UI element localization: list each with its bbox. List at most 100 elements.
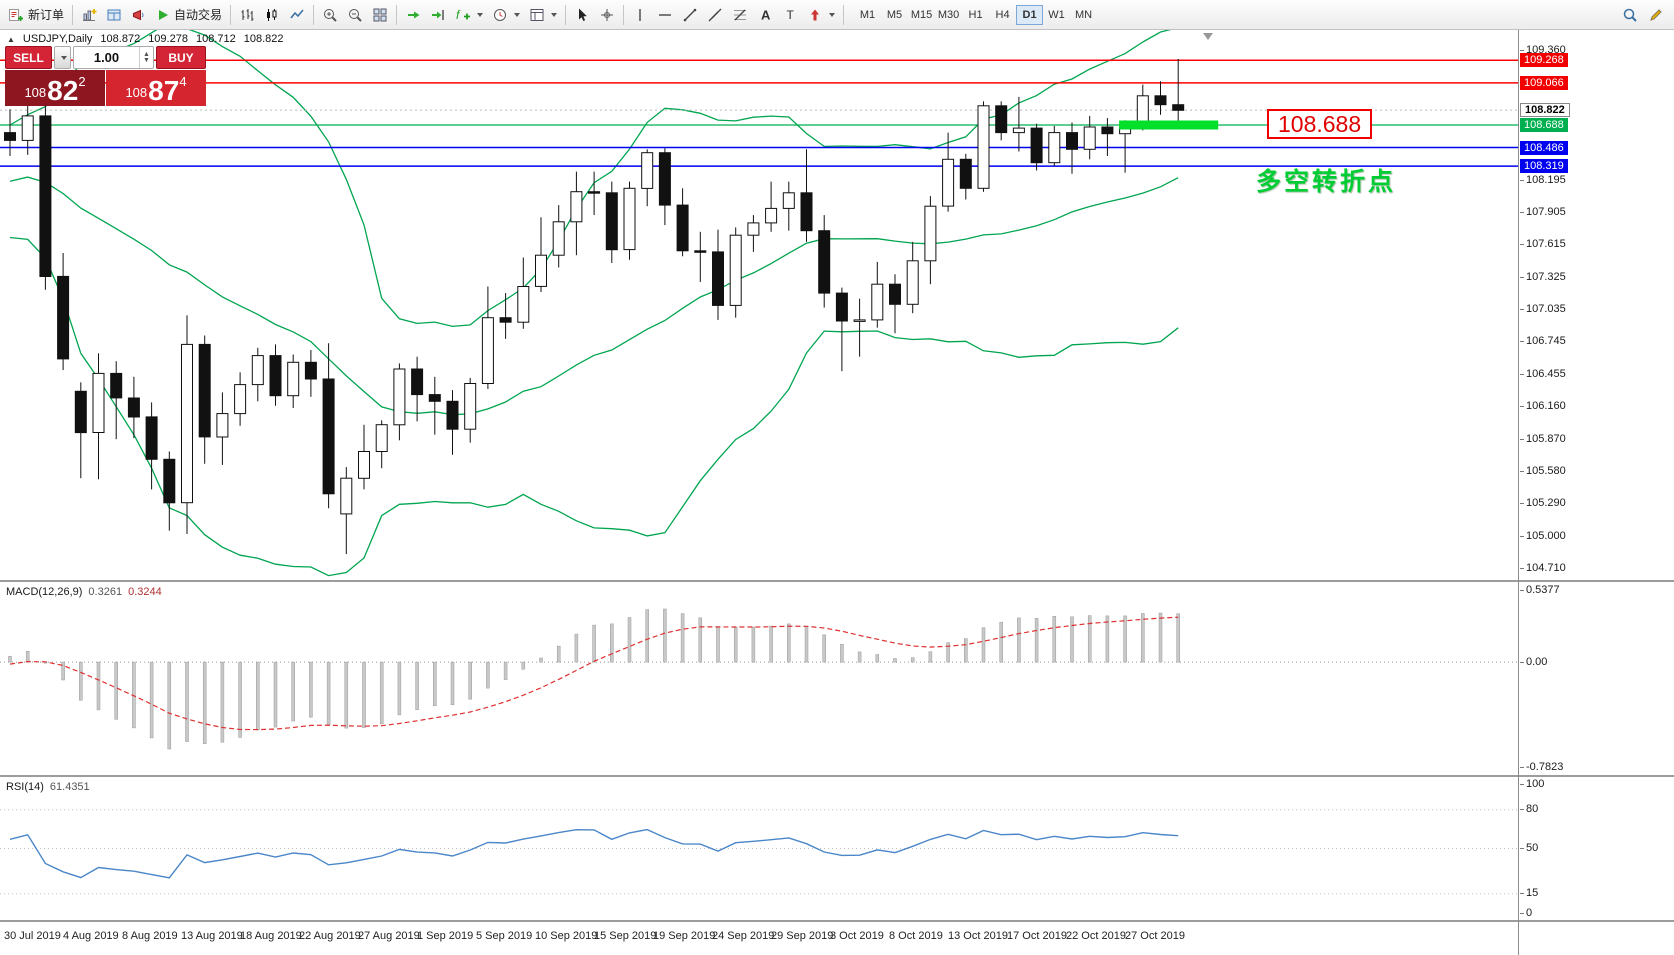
timeframe-mn[interactable]: MN xyxy=(1070,5,1097,25)
timeframe-m15[interactable]: M15 xyxy=(908,5,935,25)
date-label: 22 Aug 2019 xyxy=(299,930,361,942)
spinner-down-icon[interactable]: ▼ xyxy=(143,56,150,64)
caret-down-icon xyxy=(514,12,521,17)
trade-options-dropdown[interactable] xyxy=(54,46,71,69)
auto-scroll-icon xyxy=(408,11,420,18)
date-label: 15 Sep 2019 xyxy=(594,930,657,942)
channel-button[interactable] xyxy=(703,3,727,27)
templates-button[interactable] xyxy=(525,3,561,27)
date-label: 1 Sep 2019 xyxy=(417,930,474,942)
candlestick-chart-button[interactable] xyxy=(260,3,284,27)
caret-down-icon xyxy=(60,55,67,60)
fibonacci-button[interactable] xyxy=(728,3,752,27)
horizontal-line-icon xyxy=(659,13,672,16)
svg-text:A: A xyxy=(761,7,771,22)
horizontal-line-button[interactable] xyxy=(653,3,677,27)
ohlc-bars-icon xyxy=(241,8,254,21)
timeframe-group: M1 M5 M15 M30 H1 H4 D1 W1 MN xyxy=(854,4,1097,25)
volume-value: 1.00 xyxy=(93,50,120,65)
timeframe-m30[interactable]: M30 xyxy=(935,5,962,25)
macd-panel[interactable] xyxy=(0,582,1518,775)
vertical-line-button[interactable] xyxy=(628,3,652,27)
label-button[interactable]: T xyxy=(778,3,802,27)
autotrading-button[interactable]: 自动交易 xyxy=(152,3,226,27)
zoom-out-button[interactable] xyxy=(343,3,367,27)
cursor-button[interactable] xyxy=(570,3,594,27)
price-tick: 107.905 xyxy=(1520,205,1566,218)
timeframe-w1[interactable]: W1 xyxy=(1043,5,1070,25)
auto-scroll-button[interactable] xyxy=(401,3,425,27)
chart-shift-button[interactable] xyxy=(426,3,450,27)
time-axis[interactable]: 30 Jul 2019 4 Aug 2019 8 Aug 2019 13 Aug 20… xyxy=(0,922,1518,955)
crosshair-icon xyxy=(601,8,614,21)
crosshair-button[interactable] xyxy=(595,3,619,27)
timeframe-m5[interactable]: M5 xyxy=(881,5,908,25)
text-icon: A xyxy=(761,7,771,22)
timeframe-d1[interactable]: D1 xyxy=(1016,4,1044,25)
price-tick: 108.195 xyxy=(1520,173,1566,186)
caret-down-icon xyxy=(477,12,484,17)
bid-price[interactable]: 108 82 2 xyxy=(5,70,105,106)
new-chart-button[interactable] xyxy=(77,3,101,27)
arrow-icon xyxy=(811,9,820,20)
text-button[interactable]: A xyxy=(753,3,777,27)
profiles-button[interactable] xyxy=(102,3,126,27)
bar-chart-button[interactable] xyxy=(235,3,259,27)
panel-separator xyxy=(0,920,1674,922)
sell-button[interactable]: SELL xyxy=(5,46,52,69)
price-level-label[interactable]: 108.688 xyxy=(1267,109,1373,139)
price-chart-canvas[interactable] xyxy=(0,30,1518,580)
rsi-scale[interactable]: 100 80 50 15 0 xyxy=(1519,777,1674,920)
line-chart-button[interactable] xyxy=(285,3,309,27)
profiles-icon xyxy=(107,9,121,20)
label-icon: T xyxy=(787,8,795,22)
toolbar-separator xyxy=(72,4,74,25)
rsi-tick: 100 xyxy=(1519,777,1545,790)
rsi-value: 61.4351 xyxy=(49,781,90,793)
macd-tick: 0.00 xyxy=(1519,655,1548,668)
macd-scale[interactable]: 0.5377 0.00 -0.7823 xyxy=(1519,582,1674,775)
volume-spinner[interactable]: ▲ ▼ xyxy=(139,47,153,68)
cursor-icon xyxy=(579,8,587,21)
panel-separator[interactable] xyxy=(0,775,1674,777)
macd-value-signal: 0.3244 xyxy=(128,586,162,598)
macd-label: MACD(12,26,9) 0.3261 0.3244 xyxy=(6,586,168,598)
chart-annotation[interactable]: 多空转折点 xyxy=(1256,168,1397,196)
edit-button[interactable] xyxy=(1644,3,1668,27)
timeframe-m1[interactable]: M1 xyxy=(854,5,881,25)
panel-separator[interactable] xyxy=(0,580,1674,582)
volume-input[interactable]: 1.00 ▲ ▼ xyxy=(73,46,154,69)
new-order-button[interactable]: 新订单 xyxy=(4,3,68,27)
toolbar-separator xyxy=(623,4,625,25)
toolbar-separator xyxy=(230,4,232,25)
date-label: 19 Sep 2019 xyxy=(653,930,716,942)
search-icon xyxy=(1623,8,1637,22)
arrows-button[interactable] xyxy=(803,3,839,27)
price-marker-109.268: 109.268 xyxy=(1520,53,1568,68)
zoom-in-button[interactable] xyxy=(318,3,342,27)
rsi-panel[interactable] xyxy=(0,777,1518,920)
price-scale[interactable]: 109.360 108.195 107.905 107.615 107.325 107.0… xyxy=(1519,30,1674,580)
periods-button[interactable] xyxy=(488,3,524,27)
buy-button[interactable]: BUY xyxy=(156,46,206,69)
market-watch-button[interactable] xyxy=(127,3,151,27)
scale-divider xyxy=(1518,30,1519,955)
ask-price[interactable]: 108 87 4 xyxy=(106,70,206,106)
indicators-button[interactable]: f xyxy=(451,3,487,27)
price-tick: 105.580 xyxy=(1520,465,1566,477)
megaphone-icon xyxy=(133,9,144,20)
date-label: 3 Oct 2019 xyxy=(830,930,884,942)
macd-signal-line xyxy=(9,616,1179,731)
ask-prefix: 108 xyxy=(125,85,148,100)
price-tick: 105.000 xyxy=(1520,529,1566,542)
search-button[interactable] xyxy=(1618,3,1642,27)
timeframe-h1[interactable]: H1 xyxy=(962,5,989,25)
trendline-button[interactable] xyxy=(678,3,702,27)
date-label: 13 Aug 2019 xyxy=(181,930,243,942)
timeframe-h4[interactable]: H4 xyxy=(989,5,1016,25)
ask-big: 87 xyxy=(148,75,180,106)
chart-info: USDJPY,Daily 108.872 109.278 108.712 108… xyxy=(7,33,284,45)
tile-windows-button[interactable] xyxy=(368,3,392,27)
spinner-up-icon[interactable]: ▲ xyxy=(143,50,150,58)
